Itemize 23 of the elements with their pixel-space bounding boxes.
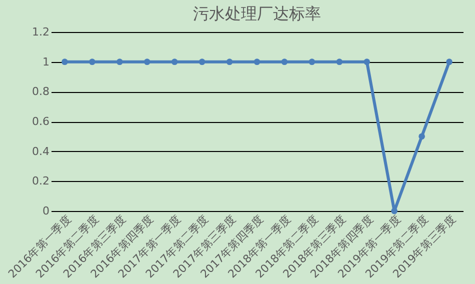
point [281, 58, 288, 65]
point [89, 58, 96, 65]
y-tick-label: 0 [42, 204, 50, 218]
y-tick-label: 0.8 [32, 85, 50, 98]
chart-title: 污水处理厂达标率 [193, 4, 321, 23]
point [144, 58, 150, 65]
point [116, 58, 123, 65]
y-tick-label: 1.2 [32, 26, 50, 38]
point [446, 58, 452, 65]
point [226, 58, 233, 65]
point [62, 58, 68, 65]
y-tick-label: 0.6 [32, 115, 50, 128]
point [364, 58, 370, 65]
point [418, 133, 425, 140]
point [171, 58, 178, 65]
point [254, 58, 260, 65]
y-tick-label: 0.2 [32, 174, 50, 188]
point [308, 58, 316, 65]
y-tick-label: 0.4 [32, 144, 50, 158]
point [391, 208, 398, 214]
point [336, 58, 343, 65]
y-tick-label: 1 [42, 55, 50, 68]
point [198, 58, 206, 65]
